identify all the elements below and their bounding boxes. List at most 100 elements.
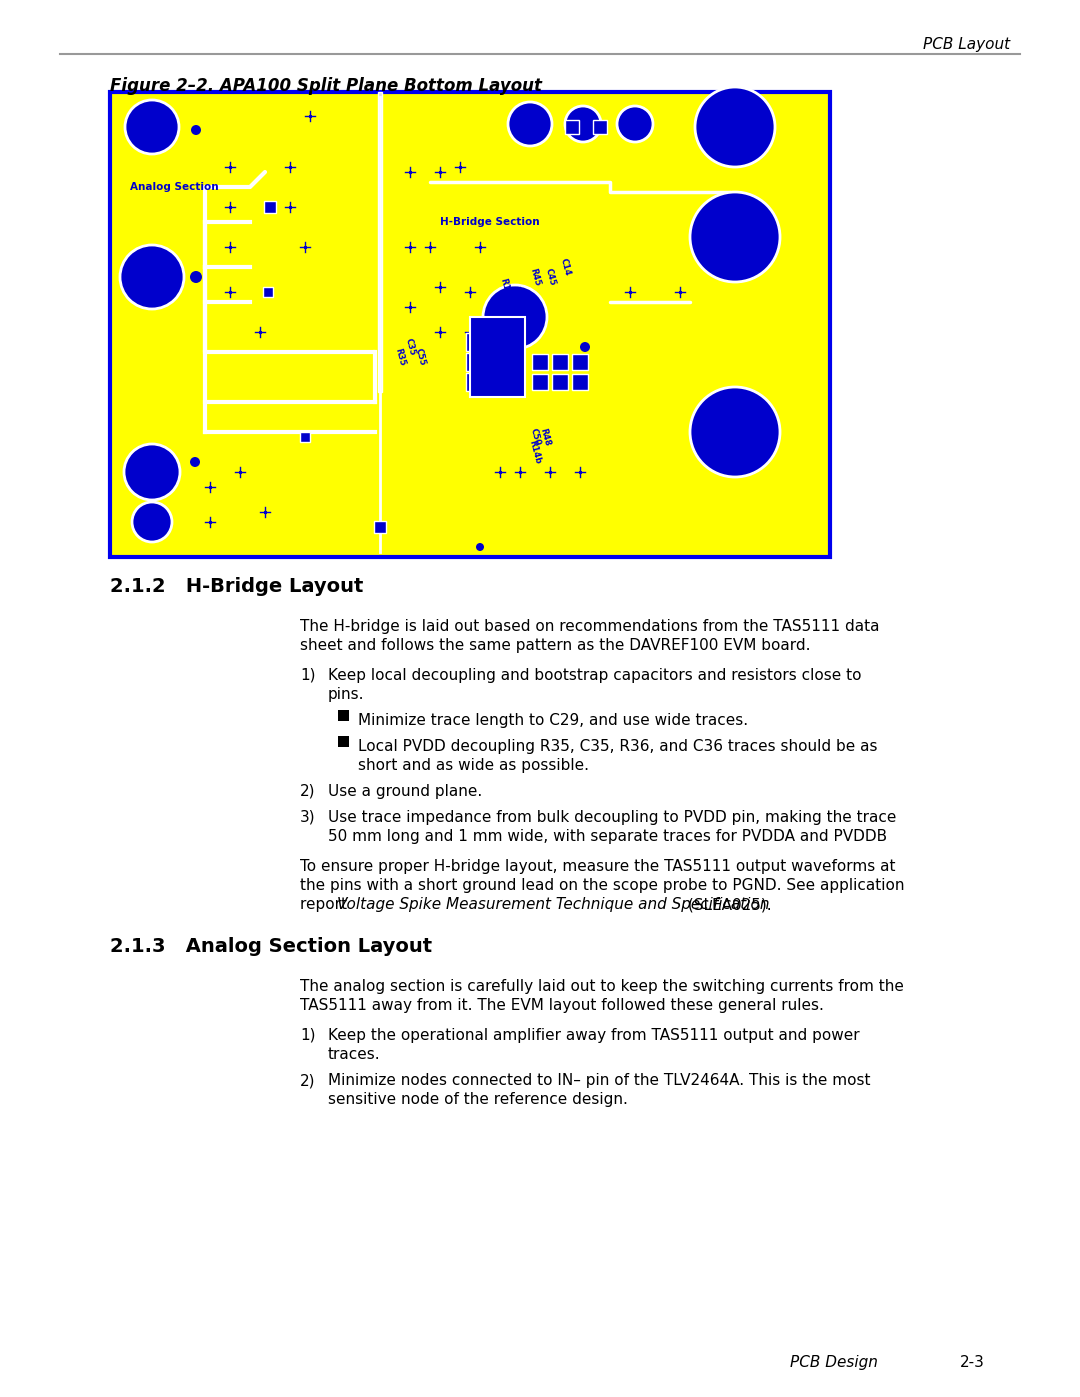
Circle shape <box>696 87 775 168</box>
Bar <box>378 92 382 393</box>
Text: 2): 2) <box>300 784 315 799</box>
Text: PCB Design: PCB Design <box>789 1355 878 1370</box>
Circle shape <box>483 285 546 349</box>
Text: D2: D2 <box>488 332 501 341</box>
Text: 3): 3) <box>300 810 315 826</box>
Text: short and as wide as possible.: short and as wide as possible. <box>357 759 589 773</box>
Text: TAS5111 away from it. The EVM layout followed these general rules.: TAS5111 away from it. The EVM layout fol… <box>300 997 824 1013</box>
Text: R14: R14 <box>498 277 512 298</box>
Bar <box>408 306 411 309</box>
Text: R14b: R14b <box>527 439 542 465</box>
Circle shape <box>120 244 184 309</box>
Text: Figure 2–2. APA100 Split Plane Bottom Layout: Figure 2–2. APA100 Split Plane Bottom La… <box>110 77 542 95</box>
Bar <box>465 373 484 391</box>
Bar <box>208 486 212 489</box>
Bar <box>565 120 579 134</box>
Text: Keep local decoupling and bootstrap capacitors and resistors close to: Keep local decoupling and bootstrap capa… <box>328 668 862 683</box>
Text: D3: D3 <box>488 358 501 366</box>
Text: sensitive node of the reference design.: sensitive node of the reference design. <box>328 1092 627 1106</box>
Bar <box>438 170 442 173</box>
Bar <box>288 205 292 208</box>
Bar <box>258 331 261 334</box>
Bar <box>469 291 472 293</box>
Bar <box>518 331 522 334</box>
Bar <box>300 432 310 441</box>
Circle shape <box>508 102 552 147</box>
Bar <box>478 246 482 249</box>
Bar <box>465 353 484 372</box>
Bar <box>593 120 607 134</box>
Text: C14: C14 <box>558 257 571 277</box>
Circle shape <box>190 457 200 467</box>
Circle shape <box>690 191 780 282</box>
Bar <box>465 332 484 351</box>
Bar <box>408 246 411 249</box>
Circle shape <box>132 502 172 542</box>
Bar <box>459 165 461 169</box>
Bar <box>518 471 522 474</box>
Text: PCB Layout: PCB Layout <box>923 36 1010 52</box>
Text: C45: C45 <box>543 267 556 286</box>
Text: 2.1.2   H-Bridge Layout: 2.1.2 H-Bridge Layout <box>110 577 363 597</box>
Bar <box>438 285 442 289</box>
Bar <box>572 353 588 370</box>
FancyBboxPatch shape <box>110 92 831 557</box>
Circle shape <box>125 101 179 154</box>
Bar <box>629 291 632 293</box>
Text: To ensure proper H-bridge layout, measure the TAS5111 output waveforms at: To ensure proper H-bridge layout, measur… <box>300 859 895 875</box>
Circle shape <box>191 124 201 136</box>
Bar <box>572 374 588 390</box>
Text: 2.1.3   Analog Section Layout: 2.1.3 Analog Section Layout <box>110 937 432 956</box>
Text: 1): 1) <box>300 1028 315 1044</box>
Text: Use trace impedance from bulk decoupling to PVDD pin, making the trace: Use trace impedance from bulk decoupling… <box>328 810 896 826</box>
Bar <box>552 374 568 390</box>
Bar <box>408 170 411 173</box>
Text: traces.: traces. <box>328 1046 380 1062</box>
Bar <box>486 332 504 351</box>
Text: The analog section is carefully laid out to keep the switching currents from the: The analog section is carefully laid out… <box>300 979 904 995</box>
Text: R45: R45 <box>528 267 542 286</box>
Text: the pins with a short ground lead on the scope probe to PGND. See application: the pins with a short ground lead on the… <box>300 877 905 893</box>
Bar <box>239 471 242 474</box>
Circle shape <box>565 106 600 142</box>
Bar <box>486 353 504 372</box>
Bar <box>499 471 501 474</box>
Bar <box>264 201 276 212</box>
Circle shape <box>617 106 653 142</box>
Text: Local PVDD decoupling R35, C35, R36, and C36 traces should be as: Local PVDD decoupling R35, C35, R36, and… <box>357 739 877 754</box>
Text: 1): 1) <box>300 668 315 683</box>
Bar <box>229 291 231 293</box>
Text: C50: C50 <box>528 427 542 447</box>
Bar <box>678 291 681 293</box>
Bar <box>229 205 231 208</box>
Circle shape <box>190 271 202 284</box>
Text: Use a ground plane.: Use a ground plane. <box>328 784 483 799</box>
Text: R35: R35 <box>393 346 407 367</box>
Bar <box>309 115 311 117</box>
Circle shape <box>124 444 180 500</box>
Text: Voltage Spike Measurement Technique and Specification: Voltage Spike Measurement Technique and … <box>337 897 769 912</box>
Circle shape <box>690 387 780 476</box>
Bar <box>229 165 231 169</box>
Bar <box>552 353 568 370</box>
Bar <box>303 246 307 249</box>
Circle shape <box>476 543 484 550</box>
Text: Keep the operational amplifier away from TAS5111 output and power: Keep the operational amplifier away from… <box>328 1028 860 1044</box>
Bar <box>288 165 292 169</box>
Bar <box>264 286 273 298</box>
Text: Minimize nodes connected to IN– pin of the TLV2464A. This is the most: Minimize nodes connected to IN– pin of t… <box>328 1073 870 1088</box>
Bar <box>338 736 349 747</box>
Text: R48: R48 <box>538 427 552 447</box>
Bar <box>579 471 581 474</box>
Text: 50 mm long and 1 mm wide, with separate traces for PVDDA and PVDDB: 50 mm long and 1 mm wide, with separate … <box>328 828 887 844</box>
Bar <box>470 317 525 397</box>
Bar <box>549 471 552 474</box>
Text: (SLEA025).: (SLEA025). <box>683 897 771 912</box>
Circle shape <box>580 342 590 352</box>
Bar <box>438 331 442 334</box>
Bar <box>264 510 267 514</box>
Bar <box>208 521 212 524</box>
Text: 2-3: 2-3 <box>960 1355 985 1370</box>
Text: pins.: pins. <box>328 687 365 703</box>
Bar <box>429 246 432 249</box>
